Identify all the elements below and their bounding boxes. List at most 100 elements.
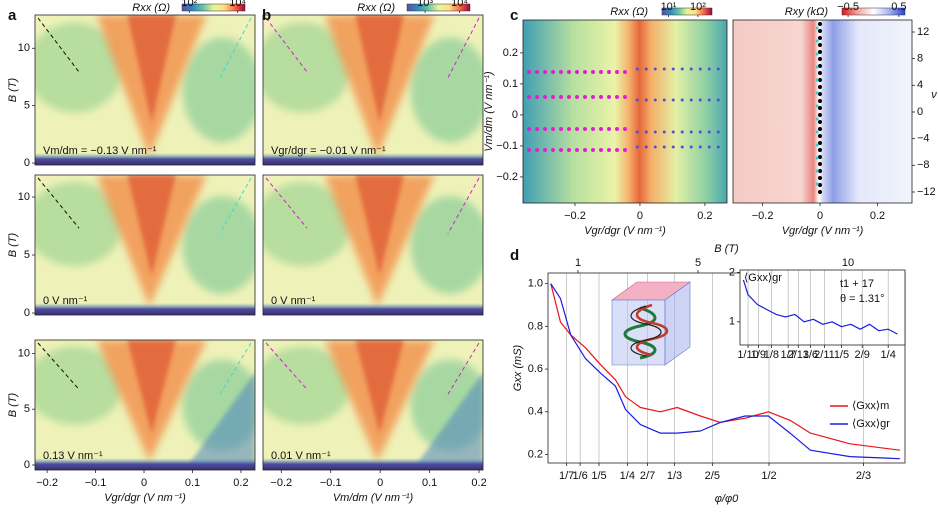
colorbar-tick-label: 10² [181, 0, 197, 9]
inset-background [740, 270, 905, 345]
heatmap-region [182, 196, 255, 294]
y2-axis-label: ν [931, 89, 937, 101]
guide-line [447, 342, 480, 395]
colorbar-tick-label: 10⁴ [229, 0, 246, 9]
annotation: 0 V nm⁻¹ [43, 295, 88, 307]
plot-frame [34, 174, 256, 316]
annotation: Vgr/dgr = −0.01 V nm⁻¹ [271, 145, 386, 157]
x-tick-label: −0.1 [85, 477, 107, 489]
x-tick-label: 1/4 [620, 470, 635, 482]
x-axis-label: φ/φ0 [715, 493, 739, 505]
heatmap-region [127, 340, 176, 434]
series-line [742, 279, 898, 335]
heatmap-region [355, 340, 404, 434]
heatmap-region [263, 346, 351, 425]
y-axis-label: B (T) [7, 77, 19, 102]
heatmap [263, 175, 483, 315]
x-tick-label: 0 [817, 210, 823, 222]
panel-letter: c [510, 7, 518, 24]
colorbar-tick-label: 10³ [417, 0, 433, 9]
guide-line [219, 17, 252, 79]
annotation: Vm/dm = −0.13 V nm⁻¹ [43, 145, 157, 157]
heatmap-region [410, 37, 483, 143]
y-tick-label: 5 [24, 249, 30, 261]
colorbar-tick-label: 10¹ [661, 1, 677, 13]
colorbar [181, 3, 246, 12]
inset-y-label: ⟨Gxx⟩gr [744, 272, 782, 284]
series-line [550, 283, 900, 460]
colorbar [661, 7, 713, 16]
y-tick-label: 1.0 [528, 278, 543, 290]
x-tick-label: 1/2 [761, 470, 776, 482]
annotation: θ = 1.31° [840, 293, 884, 305]
heatmap-region [412, 372, 483, 470]
y-tick-label: 10 [18, 347, 30, 359]
heatmap-band [35, 458, 255, 470]
x-tick-label: 0.2 [233, 477, 248, 489]
x-tick-label: 1/6 [803, 349, 818, 361]
guide-line [37, 17, 80, 73]
y2-tick-label: −4 [917, 133, 930, 145]
y-tick-label: −0.2 [496, 171, 518, 183]
x-tick-label: 2/13 [788, 349, 809, 361]
colorbar [841, 7, 906, 16]
heatmap [263, 340, 483, 470]
plot-frame [34, 14, 256, 166]
x-tick-label: 2/7 [640, 470, 655, 482]
y-tick-label: 1 [729, 316, 735, 328]
y2-tick-label: 4 [917, 79, 923, 91]
x-tick-label: 1/10 [737, 349, 758, 361]
x2-axis-label: B (T) [714, 243, 739, 255]
y-tick-label: 0.4 [528, 406, 543, 418]
y-tick-label: 10 [18, 42, 30, 54]
panel-letter: d [510, 247, 519, 264]
heatmap-band [263, 153, 483, 165]
x-tick-label: 1/7 [559, 470, 574, 482]
guide-line [37, 177, 80, 229]
x-tick-label: 1/5 [834, 349, 849, 361]
guide-line [265, 17, 308, 73]
guide-line [447, 177, 480, 235]
panel-letter: b [262, 7, 271, 24]
x-axis-label: Vgr/dgr (V nm⁻¹) [584, 225, 666, 237]
annotation: t1 + 17 [840, 278, 874, 290]
x-tick-label: −0.2 [564, 210, 586, 222]
y2-tick-label: −8 [917, 159, 930, 171]
x-tick-label: 2/9 [855, 349, 870, 361]
x-tick-label: 1/5 [591, 470, 606, 482]
x-tick-label: 0.2 [471, 477, 486, 489]
y-tick-label: −0.1 [496, 140, 518, 152]
guide-line [37, 342, 80, 390]
heatmap-region [35, 346, 123, 425]
heatmap-region [127, 175, 176, 276]
x-tick-label: 0 [141, 477, 147, 489]
plot-frame [739, 269, 906, 346]
y-tick-label: 0.2 [503, 47, 518, 59]
colorbar-label: Rxx (Ω) [132, 2, 170, 14]
plot-frame [262, 174, 484, 316]
plot-frame [262, 14, 484, 166]
x-tick-label: 0.1 [185, 477, 200, 489]
heatmap-region [184, 372, 255, 470]
x-tick-label: 1/9 [751, 349, 766, 361]
y-tick-label: 0.1 [503, 78, 518, 90]
colorbar-label: Rxy (kΩ) [785, 6, 829, 18]
series-line [550, 283, 900, 451]
colorbar-tick-label: 0.5 [891, 1, 906, 13]
heatmap-region [355, 15, 404, 123]
x-axis-label: Vgr/dgr (V nm⁻¹) [104, 492, 186, 504]
legend-label: ⟨Gxx⟩gr [852, 418, 890, 430]
y-tick-label: 5 [24, 403, 30, 415]
y-tick-label: 0 [512, 109, 518, 121]
colorbar-label: Rxx (Ω) [610, 6, 648, 18]
heatmap-region [410, 196, 483, 294]
heatmap-region [263, 22, 351, 113]
x-tick-label: −0.2 [752, 210, 774, 222]
y-axis-label: Vm/dm (V nm⁻¹) [483, 71, 495, 152]
x-tick-label: 1/7 [780, 349, 795, 361]
x-axis-label: Vm/dm (V nm⁻¹) [333, 492, 414, 504]
heatmap [35, 15, 255, 165]
x-tick-label: 0.2 [697, 210, 712, 222]
y-tick-label: 0 [24, 157, 30, 169]
